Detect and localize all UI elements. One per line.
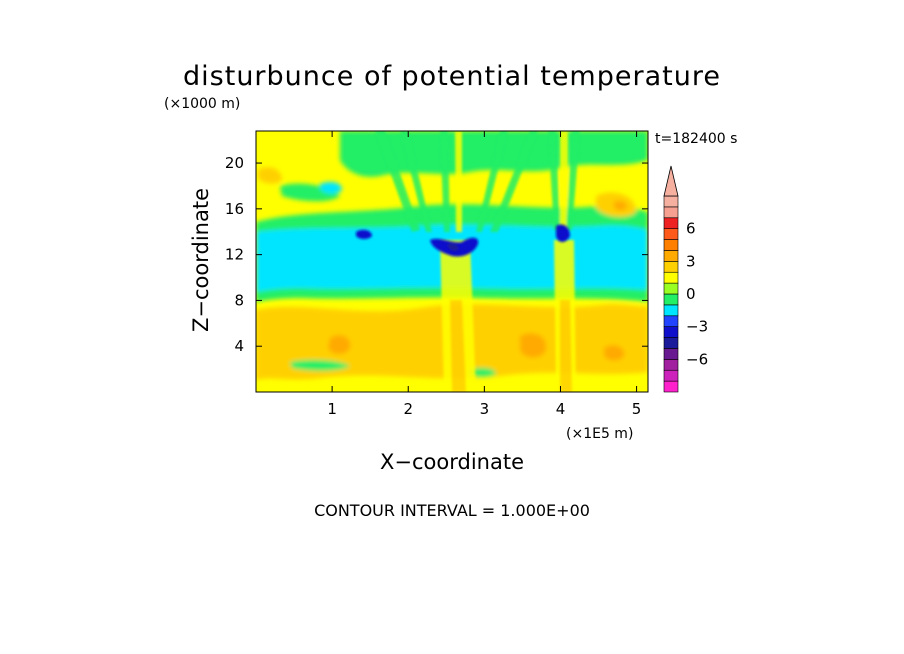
colorbar-swatch	[663, 315, 679, 327]
green-streak	[290, 359, 350, 371]
y-tick-label: 8	[234, 291, 244, 309]
x-tick-label: 1	[327, 400, 337, 418]
plume-streak	[560, 131, 568, 230]
plume-column	[450, 300, 466, 392]
colorbar-swatch	[663, 271, 679, 284]
colorbar-swatch	[663, 261, 679, 273]
cool-core-deep	[448, 243, 459, 251]
colorbar-swatch	[663, 359, 679, 371]
plume-streak	[455, 131, 462, 232]
warm-upper-spot	[258, 167, 282, 184]
colorbar-swatch	[663, 293, 679, 306]
warm-spot	[328, 335, 351, 354]
colorbar-swatch	[663, 206, 679, 219]
colorbar-swatch	[663, 195, 679, 208]
colorbar: 6 3 0 −3 −6	[663, 165, 708, 393]
plume-streak	[566, 131, 580, 230]
colorbar-swatch	[663, 369, 679, 382]
plume-streak	[440, 131, 450, 232]
warm-upper-spot	[614, 200, 628, 211]
x-unit-label: (×1E5 m)	[566, 426, 633, 442]
plume-streak	[490, 131, 538, 232]
colorbar-extend-arrow	[663, 165, 679, 197]
heatmap-field	[256, 131, 648, 392]
green-streak	[470, 367, 496, 377]
cool-cores	[356, 224, 570, 257]
colorbar-swatch	[663, 326, 679, 338]
colorbar-swatch	[663, 217, 679, 229]
plot-frame	[255, 130, 649, 393]
colorbar-swatch	[663, 228, 679, 240]
colorbar-swatch	[663, 250, 679, 262]
colorbar-tick-label: 6	[686, 220, 696, 238]
plume-streak	[375, 131, 420, 232]
y-axis: 4 8 12 16 20	[225, 154, 648, 355]
y-tick-label: 4	[234, 337, 244, 355]
x-tick-label: 4	[556, 400, 566, 418]
plume-streak	[476, 131, 508, 232]
time-label: t=182400 s	[655, 131, 737, 147]
colorbar-swatch	[663, 282, 679, 295]
cyan-patch	[320, 182, 342, 194]
colorbar-swatch	[663, 337, 679, 349]
plume-streak	[548, 131, 560, 230]
colorbar-tick-label: 0	[686, 285, 696, 303]
x-tick-label: 2	[403, 400, 413, 418]
x-axis-label: X−coordinate	[380, 450, 524, 474]
colorbar-tick-label: −3	[686, 318, 708, 336]
plume-streaks	[375, 131, 580, 392]
y-unit-label: (×1000 m)	[164, 96, 240, 112]
x-tick-label: 3	[480, 400, 490, 418]
y-axis-label: Z−coordinate	[189, 188, 213, 332]
y-tick-label: 16	[225, 200, 244, 218]
cool-core	[356, 229, 372, 239]
plume-column	[560, 300, 572, 392]
colorbar-swatch	[663, 239, 679, 251]
warm-spot	[604, 345, 625, 361]
colorbar-swatch	[663, 348, 679, 360]
colorbar-tick-label: 3	[686, 252, 696, 270]
colorbar-swatch	[663, 380, 679, 393]
colorbar-tick-label: −6	[686, 350, 708, 368]
colorbar-swatch	[663, 304, 679, 317]
y-tick-label: 12	[225, 246, 244, 264]
y-tick-label: 20	[225, 154, 244, 172]
plume-streak	[400, 131, 432, 232]
cool-core	[556, 224, 570, 242]
x-tick-label: 5	[632, 400, 642, 418]
warm-spot	[520, 333, 547, 358]
x-axis: 1 2 3 4 5	[327, 131, 641, 418]
contour-interval-note: CONTOUR INTERVAL = 1.000E+00	[314, 501, 590, 520]
chart-title: disturbunce of potential temperature	[183, 61, 721, 92]
